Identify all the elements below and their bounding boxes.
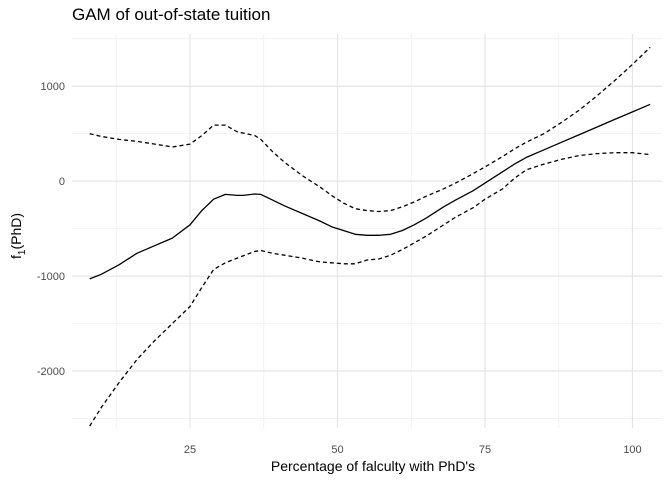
y-tick-label: -1000 bbox=[37, 271, 65, 283]
y-axis-tick-labels: -2000 -1000 0 1000 bbox=[37, 81, 65, 378]
x-axis-title: Percentage of falculty with PhD's bbox=[271, 458, 475, 474]
y-axis-title-argument: (PhD) bbox=[8, 213, 24, 250]
y-tick-label: 0 bbox=[59, 176, 65, 188]
series-line-lower bbox=[89, 152, 651, 427]
series-line-upper bbox=[89, 46, 651, 213]
series-layer bbox=[89, 46, 651, 427]
y-tick-label: 1000 bbox=[41, 81, 65, 93]
x-tick-label: 50 bbox=[331, 444, 343, 456]
series-line-fit bbox=[89, 103, 651, 280]
y-tick-label: -2000 bbox=[37, 366, 65, 378]
x-tick-label: 75 bbox=[479, 444, 491, 456]
y-axis-title: f1(PhD) bbox=[8, 213, 28, 259]
chart-title: GAM of out-of-state tuition bbox=[72, 5, 271, 24]
y-axis-title-subscript: 1 bbox=[17, 249, 28, 255]
x-axis-tick-labels: 25 50 75 100 bbox=[184, 444, 642, 456]
major-gridlines bbox=[72, 34, 662, 428]
minor-gridlines bbox=[72, 34, 662, 428]
x-tick-label: 100 bbox=[623, 444, 641, 456]
x-tick-label: 25 bbox=[184, 444, 196, 456]
y-axis-title-base: f bbox=[8, 255, 24, 259]
